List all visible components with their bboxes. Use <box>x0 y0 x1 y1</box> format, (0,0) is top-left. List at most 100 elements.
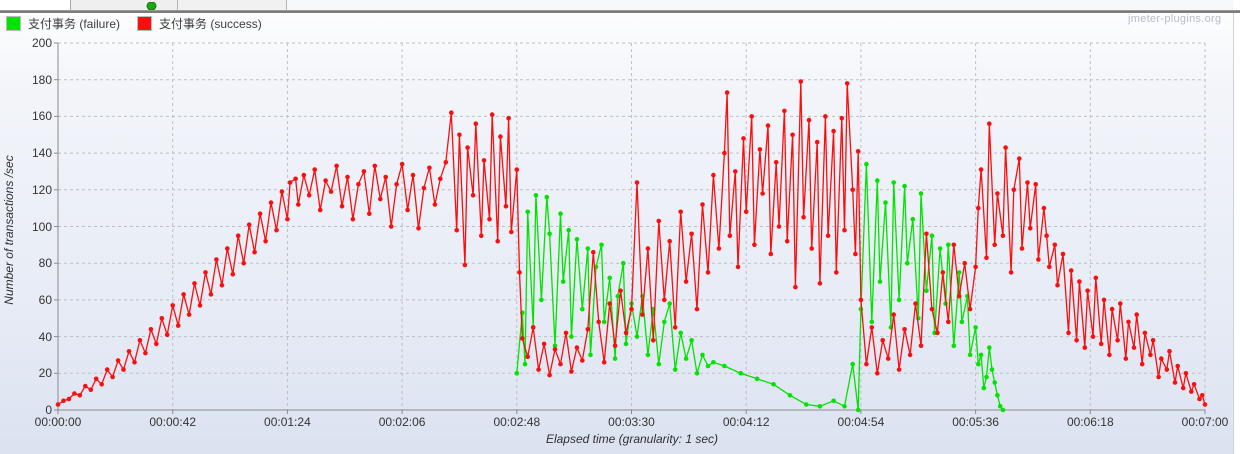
data-point <box>443 160 449 165</box>
data-point <box>656 361 662 367</box>
data-point <box>1148 352 1153 358</box>
data-point <box>506 115 511 121</box>
data-point <box>940 270 946 275</box>
data-point <box>634 180 640 185</box>
data-point <box>700 202 705 207</box>
data-point <box>104 367 110 372</box>
data-point <box>773 160 779 165</box>
data-point <box>771 382 776 387</box>
data-point <box>1041 205 1047 211</box>
data-point <box>339 204 345 209</box>
data-point <box>683 279 689 284</box>
data-point <box>645 246 651 251</box>
data-point <box>517 270 522 275</box>
y-tick-label: 160 <box>31 109 52 124</box>
x-tick-label: 00:05:36 <box>952 415 999 429</box>
data-point <box>850 187 855 193</box>
data-point <box>793 284 798 290</box>
data-point <box>672 325 678 330</box>
data-point <box>875 371 880 376</box>
data-point <box>891 312 896 317</box>
data-point <box>522 361 528 367</box>
data-point <box>978 167 984 172</box>
data-point <box>976 205 981 211</box>
data-point <box>454 227 460 233</box>
data-point <box>959 319 965 325</box>
data-point <box>995 393 1000 398</box>
data-point <box>1082 345 1088 350</box>
data-point <box>855 407 861 413</box>
data-point <box>1200 393 1205 398</box>
data-point <box>806 117 812 123</box>
data-point <box>115 358 121 363</box>
data-point <box>569 334 574 339</box>
data-point <box>612 356 618 361</box>
tab-selected[interactable] <box>70 0 178 10</box>
data-point <box>268 200 274 205</box>
data-point <box>1172 380 1178 385</box>
data-point <box>929 233 935 238</box>
data-point <box>1060 251 1066 257</box>
data-point <box>784 238 790 244</box>
data-point <box>574 237 580 242</box>
data-point <box>623 341 629 347</box>
x-tick-label: 00:00:42 <box>149 415 197 429</box>
data-point <box>924 288 929 294</box>
series-line <box>57 81 1206 406</box>
data-point <box>651 338 656 343</box>
data-point <box>1101 297 1107 303</box>
data-point <box>438 176 443 182</box>
data-point <box>790 132 795 138</box>
mini-chart-tab-icon <box>146 2 157 10</box>
data-point <box>896 367 902 372</box>
data-point <box>962 260 967 266</box>
data-point <box>1003 145 1008 150</box>
data-point <box>498 134 503 139</box>
data-point <box>883 200 888 205</box>
data-point <box>1183 371 1189 376</box>
data-point <box>361 169 367 174</box>
data-point <box>667 301 672 306</box>
data-point <box>946 319 951 325</box>
data-point <box>722 363 727 369</box>
data-point <box>514 167 520 172</box>
data-point <box>776 224 782 229</box>
data-point <box>214 257 219 262</box>
data-point <box>544 194 550 200</box>
data-point <box>877 279 883 284</box>
watermark: jmeter-plugins.org <box>1128 13 1222 25</box>
data-point <box>334 163 339 169</box>
data-point <box>662 319 667 325</box>
data-point <box>738 371 743 376</box>
data-point <box>164 332 170 338</box>
data-point <box>580 358 585 363</box>
data-point <box>694 306 700 312</box>
data-point <box>678 209 683 215</box>
data-point <box>345 174 350 180</box>
tab[interactable] <box>178 0 287 10</box>
data-point <box>539 297 544 303</box>
data-point <box>634 334 640 339</box>
data-point <box>132 360 137 365</box>
data-point <box>479 233 484 238</box>
data-point <box>814 139 820 145</box>
data-point <box>489 112 495 117</box>
data-point <box>121 367 126 372</box>
x-tick-label: 00:03:30 <box>608 415 655 429</box>
data-point <box>503 204 509 209</box>
data-point <box>752 242 757 248</box>
data-point <box>992 242 997 248</box>
data-point <box>1167 349 1172 354</box>
data-point <box>615 293 621 299</box>
data-point <box>591 249 596 255</box>
y-tick-label: 80 <box>38 256 52 271</box>
data-point <box>768 251 774 257</box>
data-point <box>1019 246 1025 251</box>
data-point <box>1189 389 1194 394</box>
data-point <box>148 327 154 332</box>
data-point <box>323 178 328 183</box>
data-point <box>520 336 525 341</box>
chart-legend: 支付事务 (failure) 支付事务 (success) <box>6 16 272 31</box>
y-tick-label: 20 <box>38 366 52 381</box>
